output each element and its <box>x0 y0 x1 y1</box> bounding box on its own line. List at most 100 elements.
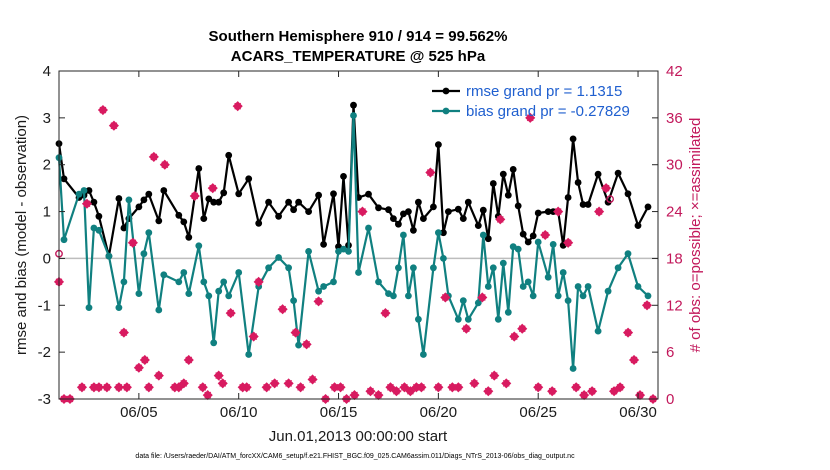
data-point <box>634 222 642 230</box>
obs-assimilated-point <box>571 382 582 393</box>
x-tick-label: 06/05 <box>120 404 158 421</box>
data-point <box>395 220 402 228</box>
data-point <box>584 201 592 208</box>
data-point <box>60 175 68 183</box>
data-point <box>155 217 163 225</box>
obs-assimilated-point <box>283 378 294 389</box>
legend-label: bias grand pr = -0.27829 <box>466 103 630 120</box>
legend-marker <box>442 87 450 95</box>
data-point <box>120 278 128 286</box>
data-point <box>85 187 93 194</box>
data-point <box>290 206 297 214</box>
series-3 <box>53 101 659 405</box>
data-point <box>200 215 208 223</box>
data-point <box>375 278 382 286</box>
y2-tick-label: 42 <box>666 63 683 80</box>
data-point <box>614 169 622 177</box>
obs-assimilated-point <box>183 354 194 366</box>
data-point <box>115 195 123 202</box>
data-point <box>385 206 392 214</box>
data-point <box>644 203 652 211</box>
data-point <box>195 165 203 172</box>
obs-assimilated-point <box>118 327 129 338</box>
data-point <box>574 179 582 186</box>
series-line <box>57 114 649 370</box>
obs-assimilated-point <box>197 382 208 393</box>
data-point <box>405 292 412 300</box>
obs-assimilated-point <box>373 390 384 401</box>
data-point <box>479 206 487 214</box>
data-point <box>330 278 337 286</box>
data-point <box>484 283 492 290</box>
data-point <box>410 264 417 272</box>
axes-box <box>58 70 659 400</box>
obs-assimilated-point <box>349 390 360 401</box>
data-point <box>160 271 168 279</box>
obs-assimilated-point <box>380 308 391 319</box>
data-point <box>544 208 552 216</box>
data-point <box>554 292 562 300</box>
y2-tick-label: 0 <box>666 391 674 408</box>
data-point <box>559 269 567 276</box>
obs-assimilated-point <box>553 206 564 217</box>
data-point <box>390 215 397 223</box>
obs-assimilated-point <box>213 370 224 381</box>
obs-assimilated-point <box>133 362 144 373</box>
obs-assimilated-point <box>509 331 520 342</box>
data-point <box>445 208 452 216</box>
data-point <box>415 315 422 323</box>
y2-tick-label: 30 <box>666 157 683 174</box>
data-point <box>115 304 123 311</box>
obs-assimilated-point <box>461 323 472 334</box>
data-point <box>245 351 253 358</box>
y-tick-label: 2 <box>43 157 51 174</box>
data-point <box>440 255 447 262</box>
obs-assimilated-point <box>159 159 170 170</box>
data-point <box>390 292 397 300</box>
data-point <box>265 198 272 206</box>
data-point <box>504 308 512 316</box>
obs-assimilated-point <box>357 206 368 217</box>
obs-assimilated-point <box>594 206 605 217</box>
obs-assimilated-point <box>290 327 301 338</box>
data-point <box>474 222 482 230</box>
data-point <box>624 250 632 258</box>
obs-assimilated-point <box>477 292 488 303</box>
data-point <box>474 299 482 307</box>
obs-assimilated-point <box>113 382 124 393</box>
data-point <box>210 198 218 206</box>
data-point <box>494 315 502 323</box>
obs-assimilated-point <box>295 382 306 393</box>
data-point <box>95 212 103 220</box>
obs-assimilated-point <box>489 370 500 381</box>
data-point <box>215 198 223 206</box>
obs-assimilated-point <box>501 378 512 389</box>
data-file-footer: data file: /Users/raeder/DAI/ATM_forcXX/… <box>135 453 575 460</box>
series-layer <box>53 101 659 405</box>
obs-assimilated-point <box>517 323 528 334</box>
data-point <box>430 203 437 211</box>
data-point <box>345 248 352 255</box>
obs-assimilated-point <box>623 327 634 338</box>
data-point <box>220 278 228 286</box>
legend-marker <box>442 107 450 115</box>
data-point <box>410 226 417 234</box>
data-point <box>355 269 362 276</box>
data-point <box>205 292 213 300</box>
data-point <box>544 273 552 281</box>
data-point <box>90 198 98 206</box>
data-point <box>395 264 402 272</box>
obs-assimilated-point <box>641 300 653 311</box>
data-point <box>464 198 472 206</box>
data-point <box>454 205 462 213</box>
y-tick-label: -2 <box>38 344 51 361</box>
obs-assimilated-point <box>307 374 318 385</box>
data-point <box>215 287 223 295</box>
x-tick-label: 06/10 <box>220 404 258 421</box>
data-point <box>225 292 233 300</box>
data-point <box>235 190 243 198</box>
obs-assimilated-point <box>547 386 558 397</box>
obs-assimilated-point <box>81 198 93 209</box>
data-point <box>175 211 183 219</box>
